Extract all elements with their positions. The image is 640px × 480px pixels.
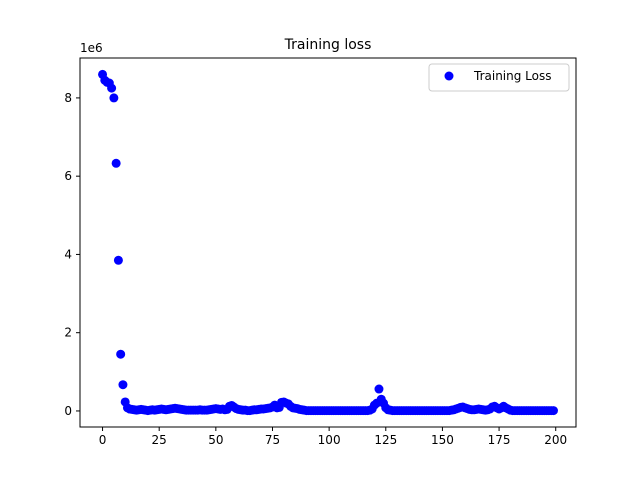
data-point xyxy=(116,349,126,359)
data-point xyxy=(113,255,123,265)
legend: Training Loss xyxy=(428,63,570,92)
y-tick-label: 4 xyxy=(64,247,72,261)
axis-ticks: 0 25 50 75 100 125 150 175 200 0 2 4 6 8 xyxy=(64,91,567,447)
x-tick-label: 100 xyxy=(318,433,341,447)
legend-marker xyxy=(444,71,454,81)
x-tick-label: 25 xyxy=(152,433,167,447)
y-axis-offset-label: 1e6 xyxy=(80,41,103,55)
x-tick-label: 175 xyxy=(488,433,511,447)
data-point xyxy=(109,93,119,103)
data-points xyxy=(98,69,558,416)
data-point xyxy=(118,380,128,390)
x-tick-label: 0 xyxy=(99,433,107,447)
data-point xyxy=(111,158,121,168)
y-tick-label: 6 xyxy=(64,169,72,183)
chart-title: Training loss xyxy=(284,37,372,53)
x-tick-label: 75 xyxy=(265,433,280,447)
data-point xyxy=(374,384,384,394)
data-point xyxy=(107,83,117,93)
y-tick-label: 8 xyxy=(64,91,72,105)
x-tick-label: 125 xyxy=(374,433,397,447)
y-tick-label: 0 xyxy=(64,404,72,418)
x-tick-label: 200 xyxy=(544,433,567,447)
legend-box xyxy=(428,63,570,92)
legend-label-training-loss: Training Loss xyxy=(473,69,551,83)
plot-frame xyxy=(79,57,577,428)
x-tick-label: 50 xyxy=(208,433,223,447)
data-point xyxy=(548,406,558,416)
x-tick-label: 150 xyxy=(431,433,454,447)
y-tick-label: 2 xyxy=(64,326,72,340)
